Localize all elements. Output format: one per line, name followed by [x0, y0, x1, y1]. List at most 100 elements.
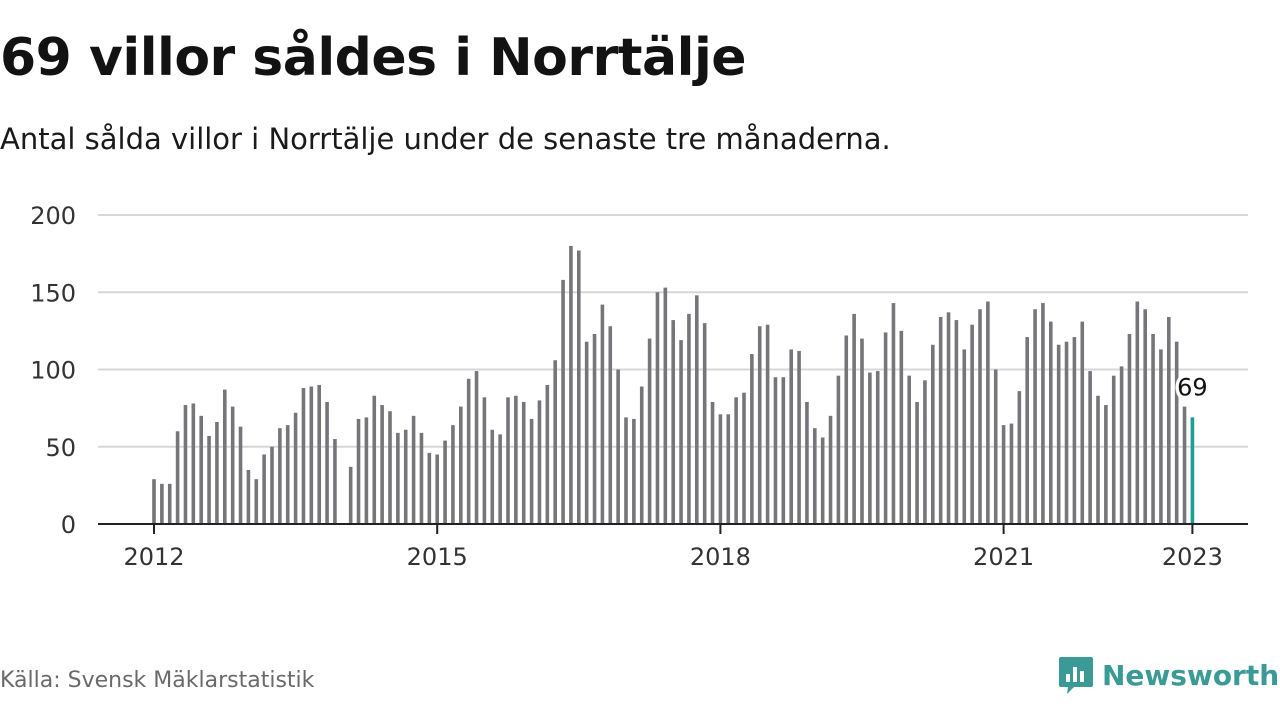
bar [459, 406, 463, 524]
bar [1056, 344, 1061, 524]
bar [278, 428, 282, 524]
y-tick-label: 50 [45, 434, 76, 462]
bar [238, 426, 243, 524]
bar [506, 397, 510, 524]
bar [600, 304, 605, 524]
bar [608, 326, 613, 524]
bar [1033, 309, 1037, 524]
bars [152, 245, 1195, 525]
bar [167, 483, 172, 524]
bar [632, 418, 636, 524]
bar [1119, 366, 1124, 524]
bar [710, 401, 715, 524]
bar [1182, 406, 1187, 524]
bar [435, 454, 439, 524]
y-axis-ticks: 0 50 100 150 200 [30, 202, 76, 539]
bar [868, 372, 872, 524]
bar [419, 432, 424, 524]
bar [537, 400, 542, 524]
bar [820, 437, 825, 524]
x-tick-label: 2012 [123, 543, 184, 571]
bar [1080, 321, 1085, 524]
bar [773, 377, 778, 524]
bar [1049, 321, 1053, 524]
bar [372, 395, 377, 524]
bar [1167, 316, 1171, 524]
bar [1064, 341, 1069, 524]
bar [317, 384, 321, 524]
bar [639, 386, 644, 524]
bar-highlight [1190, 417, 1195, 524]
bar [1143, 309, 1147, 524]
bar [348, 466, 353, 524]
bar [270, 446, 274, 524]
x-tick-label: 2021 [973, 543, 1034, 571]
bar [482, 397, 487, 524]
chart-subtitle: Antal sålda villor i Norrtälje under de … [0, 122, 891, 156]
bar [1041, 303, 1045, 524]
bar [875, 371, 880, 524]
annotations: 69 [1175, 370, 1210, 405]
bar [757, 326, 762, 524]
bar [325, 401, 329, 524]
bar [852, 313, 856, 524]
bar [813, 428, 817, 524]
bar [1025, 337, 1029, 524]
highlight-value-label: 69 [1177, 373, 1208, 401]
bar [805, 401, 809, 524]
bar [388, 411, 392, 524]
bar [521, 401, 526, 524]
bar [223, 389, 227, 524]
bar [411, 415, 416, 524]
bar-chart: 0 50 100 150 200 2012 2015 2018 2021 2023 69 [30, 202, 1248, 571]
bar [1174, 341, 1179, 524]
bar [907, 375, 911, 524]
bar [191, 403, 196, 524]
bar [152, 479, 156, 524]
bar [695, 295, 699, 524]
bar [246, 469, 251, 524]
bar [671, 320, 675, 524]
bar [215, 422, 219, 524]
bar [655, 292, 660, 524]
bar [938, 316, 943, 524]
bar [1017, 391, 1022, 524]
y-tick-label: 0 [61, 511, 76, 539]
bar [1001, 425, 1006, 524]
bar [860, 338, 864, 524]
bar [1151, 333, 1155, 524]
bar [254, 479, 259, 524]
bar [1127, 333, 1132, 524]
bar [836, 375, 841, 524]
bar [262, 454, 266, 524]
bar [931, 344, 935, 524]
bar [356, 418, 361, 524]
x-tick-label: 2018 [690, 543, 751, 571]
bar [545, 384, 550, 524]
bar [1135, 301, 1140, 524]
bar [1111, 375, 1116, 524]
bar [443, 440, 447, 524]
source-note: Källa: Svensk Mäklarstatistik [0, 668, 315, 693]
bar [474, 371, 479, 524]
bar [978, 309, 982, 524]
bar [962, 349, 967, 524]
bar [1072, 337, 1077, 524]
bar [1104, 405, 1108, 524]
bar [529, 418, 534, 524]
bar [427, 452, 432, 524]
bar [553, 360, 557, 524]
bar [702, 323, 707, 524]
bar [293, 412, 298, 524]
bar [781, 377, 786, 524]
bar [765, 324, 770, 524]
bar [1088, 371, 1092, 524]
bar [679, 340, 683, 524]
bar [883, 332, 888, 524]
bar [1096, 395, 1100, 524]
bar [569, 245, 573, 524]
bar [970, 324, 974, 524]
bar [734, 397, 738, 524]
bar [899, 330, 904, 525]
bar [577, 250, 581, 525]
